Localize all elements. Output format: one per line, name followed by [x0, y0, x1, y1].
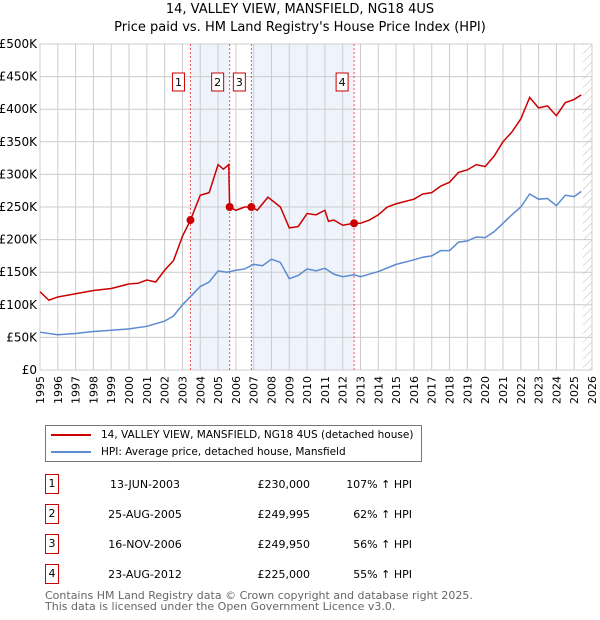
sale-label-box	[211, 72, 225, 92]
x-tick-label: 2021	[497, 376, 510, 404]
legend-line-property	[51, 434, 91, 436]
x-tick-label: 2009	[283, 376, 296, 404]
x-tick-label: 2025	[568, 376, 581, 404]
sale-label-number: 1	[175, 76, 182, 89]
x-tick-label: 2016	[408, 376, 421, 404]
sale-date: 13-JUN-2003	[109, 478, 181, 491]
x-tick-label: 2015	[390, 376, 403, 404]
sale-date: 16-NOV-2006	[108, 538, 182, 551]
x-tick-label: 2014	[372, 376, 385, 404]
sale-date: 25-AUG-2005	[108, 508, 182, 521]
legend-label-property: 14, VALLEY VIEW, MANSFIELD, NG18 4US (de…	[101, 429, 414, 441]
x-tick-label: 2022	[515, 376, 528, 404]
x-tick-label: 1996	[52, 376, 65, 404]
y-tick-label: £350K	[0, 135, 38, 149]
x-tick-label: 2001	[141, 376, 154, 404]
x-tick-label: 2010	[301, 376, 314, 404]
x-tick-label: 2006	[230, 376, 243, 404]
price-chart: 1995 1996 1997 1998 1999 2000 2001 2002 2003 2004…	[0, 37, 599, 404]
property-price-line	[39, 94, 582, 302]
y-tick-label: £150K	[0, 265, 38, 279]
sale-number: 3	[45, 534, 59, 554]
x-tick-label: 2005	[212, 376, 225, 404]
y-tick-label: £450K	[0, 70, 38, 84]
sale-price: £249,995	[257, 508, 311, 521]
y-tick-label: £200K	[0, 233, 38, 247]
footer-line-2: This data is licensed under the Open Gov…	[45, 600, 396, 613]
sale-row: 4 23-AUG-2012 £225,000 55% ↑ HPI	[45, 564, 445, 584]
y-tick-label: £300K	[0, 167, 38, 181]
y-tick-label: £250K	[0, 200, 38, 214]
sale-row: 2 25-AUG-2005 £249,995 62% ↑ HPI	[45, 504, 445, 524]
x-tick-label: 2012	[337, 376, 350, 404]
y-tick-label: £100K	[0, 298, 38, 312]
sale-label-box	[171, 72, 185, 92]
sale-hpi-diff: 62% ↑ HPI	[353, 508, 412, 521]
x-tick-label: 2018	[444, 376, 457, 404]
sale-number: 4	[45, 564, 59, 584]
x-tick-label: 2020	[479, 376, 492, 404]
legend-label-hpi: HPI: Average price, detached house, Mans…	[101, 446, 346, 458]
sale-label-number: 4	[339, 76, 346, 89]
sale-point	[247, 203, 256, 212]
y-tick-label: £400K	[0, 102, 38, 116]
plot-frame	[39, 43, 593, 371]
sale-number: 2	[45, 504, 59, 524]
x-tick-label: 2007	[248, 376, 261, 404]
sale-point	[225, 203, 234, 212]
sale-label-number: 3	[236, 76, 243, 89]
x-tick-label: 2003	[176, 376, 189, 404]
sale-price: £225,000	[257, 568, 311, 581]
x-tick-label: 2024	[550, 376, 563, 404]
sale-hpi-diff: 56% ↑ HPI	[353, 538, 412, 551]
sale-price: £230,000	[257, 478, 311, 491]
sale-point	[350, 219, 359, 228]
footer-line-1: Contains HM Land Registry data © Crown c…	[45, 589, 473, 602]
sale-hpi-diff: 55% ↑ HPI	[353, 568, 412, 581]
sale-price: £249,950	[257, 538, 311, 551]
x-tick-label: 2008	[265, 376, 278, 404]
x-tick-label: 2000	[123, 376, 136, 404]
x-tick-label: 2017	[426, 376, 439, 404]
x-tick-label: 2004	[194, 376, 207, 404]
chart-title: 14, VALLEY VIEW, MANSFIELD, NG18 4US	[165, 2, 435, 17]
sale-label-number: 2	[214, 76, 221, 89]
sale-point	[186, 216, 195, 225]
x-tick-label: 2023	[533, 376, 546, 404]
x-tick-label: 1995	[34, 376, 47, 404]
x-tick-label: 1997	[70, 376, 83, 404]
y-tick-label: £0	[22, 363, 37, 377]
x-tick-label: 1998	[87, 376, 100, 404]
sale-date: 23-AUG-2012	[108, 568, 182, 581]
sale-label-box	[335, 72, 349, 92]
sale-hpi-diff: 107% ↑ HPI	[346, 478, 412, 491]
sale-row: 1 13-JUN-2003 £230,000 107% ↑ HPI	[45, 474, 445, 494]
x-tick-label: 2019	[461, 376, 474, 404]
x-tick-label: 2026	[586, 376, 599, 404]
sale-row: 3 16-NOV-2006 £249,950 56% ↑ HPI	[45, 534, 445, 554]
legend-line-hpi	[51, 451, 91, 453]
legend: 14, VALLEY VIEW, MANSFIELD, NG18 4US (de…	[45, 425, 422, 462]
x-tick-label: 1999	[105, 376, 118, 404]
chart-subtitle: Price paid vs. HM Land Registry's House …	[114, 20, 486, 35]
y-tick-label: £50K	[6, 330, 38, 344]
x-tick-label: 2013	[355, 376, 368, 404]
y-tick-label: £500K	[0, 37, 38, 51]
sale-label-box	[232, 72, 246, 92]
sale-number: 1	[45, 474, 59, 494]
x-tick-label: 2002	[159, 376, 172, 404]
hpi-line	[39, 190, 582, 336]
x-tick-label: 2011	[319, 376, 332, 404]
